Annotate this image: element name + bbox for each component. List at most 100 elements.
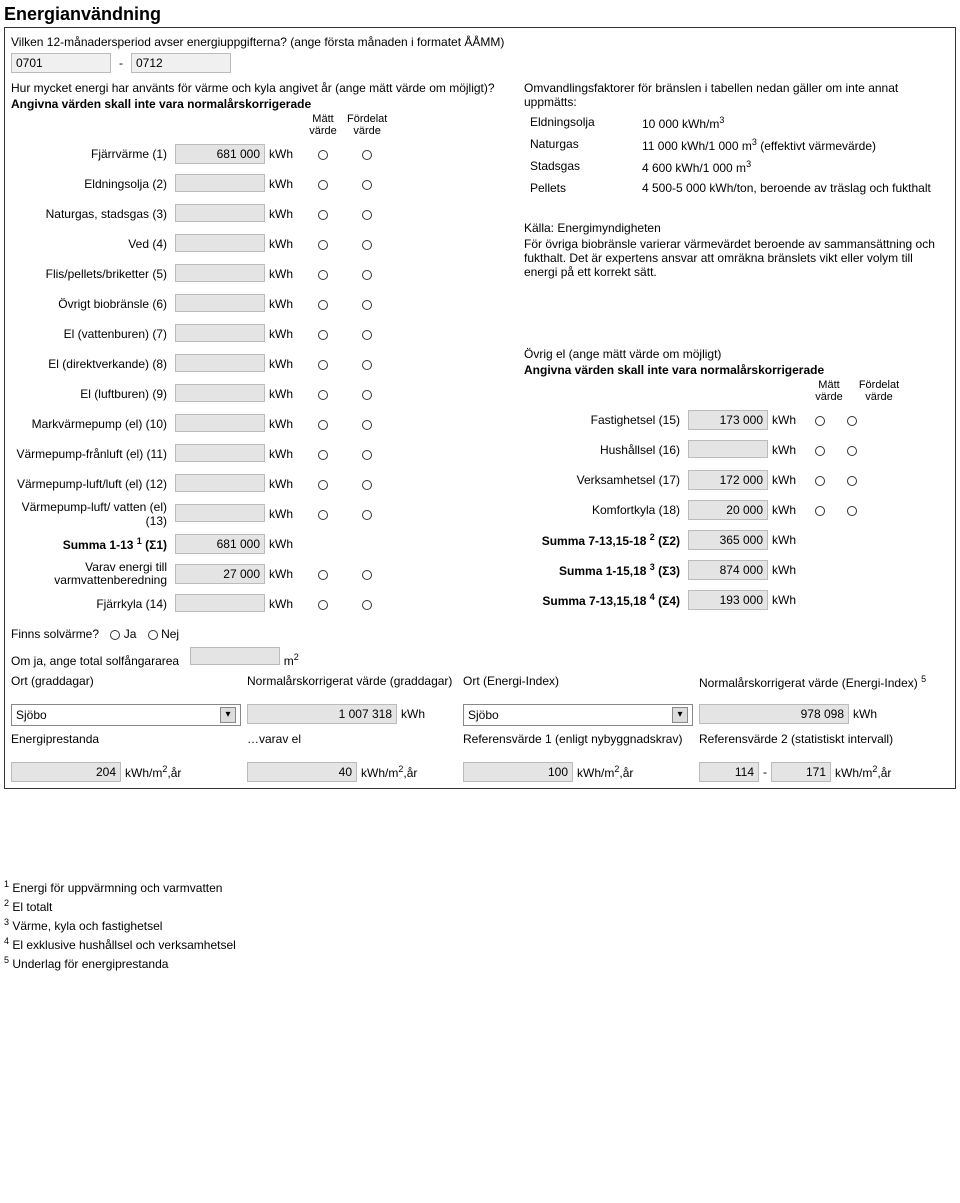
radio-ford[interactable] [362, 240, 372, 250]
fjarrkyla-value[interactable] [175, 594, 265, 612]
energy-label: Eldningsolja (2) [11, 177, 171, 191]
energy-value[interactable] [688, 440, 768, 458]
radio-matt[interactable] [318, 240, 328, 250]
period-to-input[interactable]: 0712 [131, 53, 231, 73]
ref1-label: Referensvärde 1 (enligt nybyggnadskrav) [463, 732, 693, 762]
radio-matt[interactable] [318, 510, 328, 520]
energy-value[interactable] [175, 174, 265, 192]
radio-matt[interactable] [318, 330, 328, 340]
intro-period: Vilken 12-månadersperiod avser energiupp… [11, 35, 949, 49]
varav-label: Varav energi till varmvattenberedning [11, 561, 171, 587]
radio-ford[interactable] [362, 600, 372, 610]
radio-matt[interactable] [318, 180, 328, 190]
norm-gd-label: Normalårskorrigerat värde (graddagar) [247, 674, 457, 704]
radio-ja[interactable] [110, 630, 120, 640]
ref2-from: 114 [699, 762, 759, 782]
ort-ei-label: Ort (Energi-Index) [463, 674, 693, 704]
radio-matt[interactable] [815, 476, 825, 486]
sum113-label: Summa 1-13 [63, 538, 137, 552]
energy-label: Flis/pellets/briketter (5) [11, 267, 171, 281]
dash: - [119, 56, 123, 70]
energy-value[interactable] [175, 234, 265, 252]
radio-matt[interactable] [318, 570, 328, 580]
ort-ei-select[interactable]: Sjöbo ▾ [463, 704, 693, 726]
solvarme-q: Finns solvärme? [11, 627, 99, 641]
radio-ford[interactable] [362, 210, 372, 220]
chevron-down-icon: ▾ [672, 707, 688, 723]
radio-matt[interactable] [318, 450, 328, 460]
fjarrkyla-label: Fjärrkyla (14) [11, 597, 171, 611]
ort-gd-label: Ort (graddagar) [11, 674, 241, 704]
radio-ford[interactable] [362, 450, 372, 460]
radio-ford[interactable] [362, 270, 372, 280]
energy-label: Naturgas, stadsgas (3) [11, 207, 171, 221]
radio-ford[interactable] [847, 416, 857, 426]
radio-matt[interactable] [318, 390, 328, 400]
solarea-input[interactable] [190, 647, 280, 665]
radio-ford[interactable] [362, 360, 372, 370]
radio-matt[interactable] [318, 150, 328, 160]
radio-matt[interactable] [815, 416, 825, 426]
radio-matt[interactable] [318, 210, 328, 220]
radio-matt[interactable] [815, 506, 825, 516]
page-title: Energianvändning [4, 4, 956, 25]
radio-matt[interactable] [318, 270, 328, 280]
norm-ei-value: 978 098 [699, 704, 849, 724]
radio-ford[interactable] [362, 420, 372, 430]
radio-ford[interactable] [362, 330, 372, 340]
col-ford: Fördelat värde [347, 113, 387, 137]
radio-matt[interactable] [318, 480, 328, 490]
energy-value[interactable]: 20 000 [688, 500, 768, 520]
energy-value[interactable] [175, 504, 265, 522]
radio-ford[interactable] [362, 150, 372, 160]
radio-matt[interactable] [318, 360, 328, 370]
energy-value[interactable] [175, 204, 265, 222]
energy-value[interactable] [175, 324, 265, 342]
radio-ford[interactable] [362, 480, 372, 490]
solarea-label: Om ja, ange total solfångararea [11, 654, 179, 668]
radio-nej[interactable] [148, 630, 158, 640]
radio-matt[interactable] [815, 446, 825, 456]
col-matt2: Mätt värde [806, 379, 852, 403]
radio-ford[interactable] [362, 300, 372, 310]
ort-gd-select[interactable]: Sjöbo ▾ [11, 704, 241, 726]
radio-matt[interactable] [318, 420, 328, 430]
varav-value[interactable]: 27 000 [175, 564, 265, 584]
energy-value[interactable]: 681 000 [175, 144, 265, 164]
energy-value[interactable] [175, 414, 265, 432]
right-para: För övriga biobränsle varierar värmevärd… [524, 237, 949, 279]
radio-ford[interactable] [362, 390, 372, 400]
energy-value[interactable]: 172 000 [688, 470, 768, 490]
col-matt: Mätt värde [303, 113, 343, 137]
radio-ford[interactable] [847, 506, 857, 516]
ovrig-label: Övrig el (ange mätt värde om möjligt) [524, 347, 949, 361]
radio-ford[interactable] [362, 510, 372, 520]
factors-table: Eldningsolja10 000 kWh/m3Naturgas11 000 … [524, 111, 937, 199]
radio-matt[interactable] [318, 600, 328, 610]
energy-label: Övrigt biobränsle (6) [11, 297, 171, 311]
energy-value[interactable] [175, 294, 265, 312]
radio-matt[interactable] [318, 300, 328, 310]
energy-value[interactable] [175, 444, 265, 462]
period-from-input[interactable]: 0701 [11, 53, 111, 73]
energy-value[interactable] [175, 384, 265, 402]
energy-label: Värmepump-luft/ vatten (el) (13) [11, 500, 171, 528]
energy-value[interactable] [175, 264, 265, 282]
chevron-down-icon: ▾ [220, 707, 236, 723]
kalla: Källa: Energimyndigheten [524, 221, 949, 235]
energy-label: Värmepump-luft/luft (el) (12) [11, 477, 171, 491]
radio-ford[interactable] [362, 180, 372, 190]
left-note1: Hur mycket energi har använts för värme … [11, 81, 516, 95]
energy-label: Hushållsel (16) [524, 443, 684, 457]
left-note2: Angivna värden skall inte vara normalårs… [11, 97, 516, 111]
energy-label: Komfortkyla (18) [524, 503, 684, 517]
ovrig-note: Angivna värden skall inte vara normalårs… [524, 363, 949, 377]
varav-el-value: 40 [247, 762, 357, 782]
energy-value[interactable] [175, 354, 265, 372]
energy-value[interactable] [175, 474, 265, 492]
ref2-to: 171 [771, 762, 831, 782]
radio-ford[interactable] [847, 446, 857, 456]
radio-ford[interactable] [362, 570, 372, 580]
radio-ford[interactable] [847, 476, 857, 486]
energy-value[interactable]: 173 000 [688, 410, 768, 430]
